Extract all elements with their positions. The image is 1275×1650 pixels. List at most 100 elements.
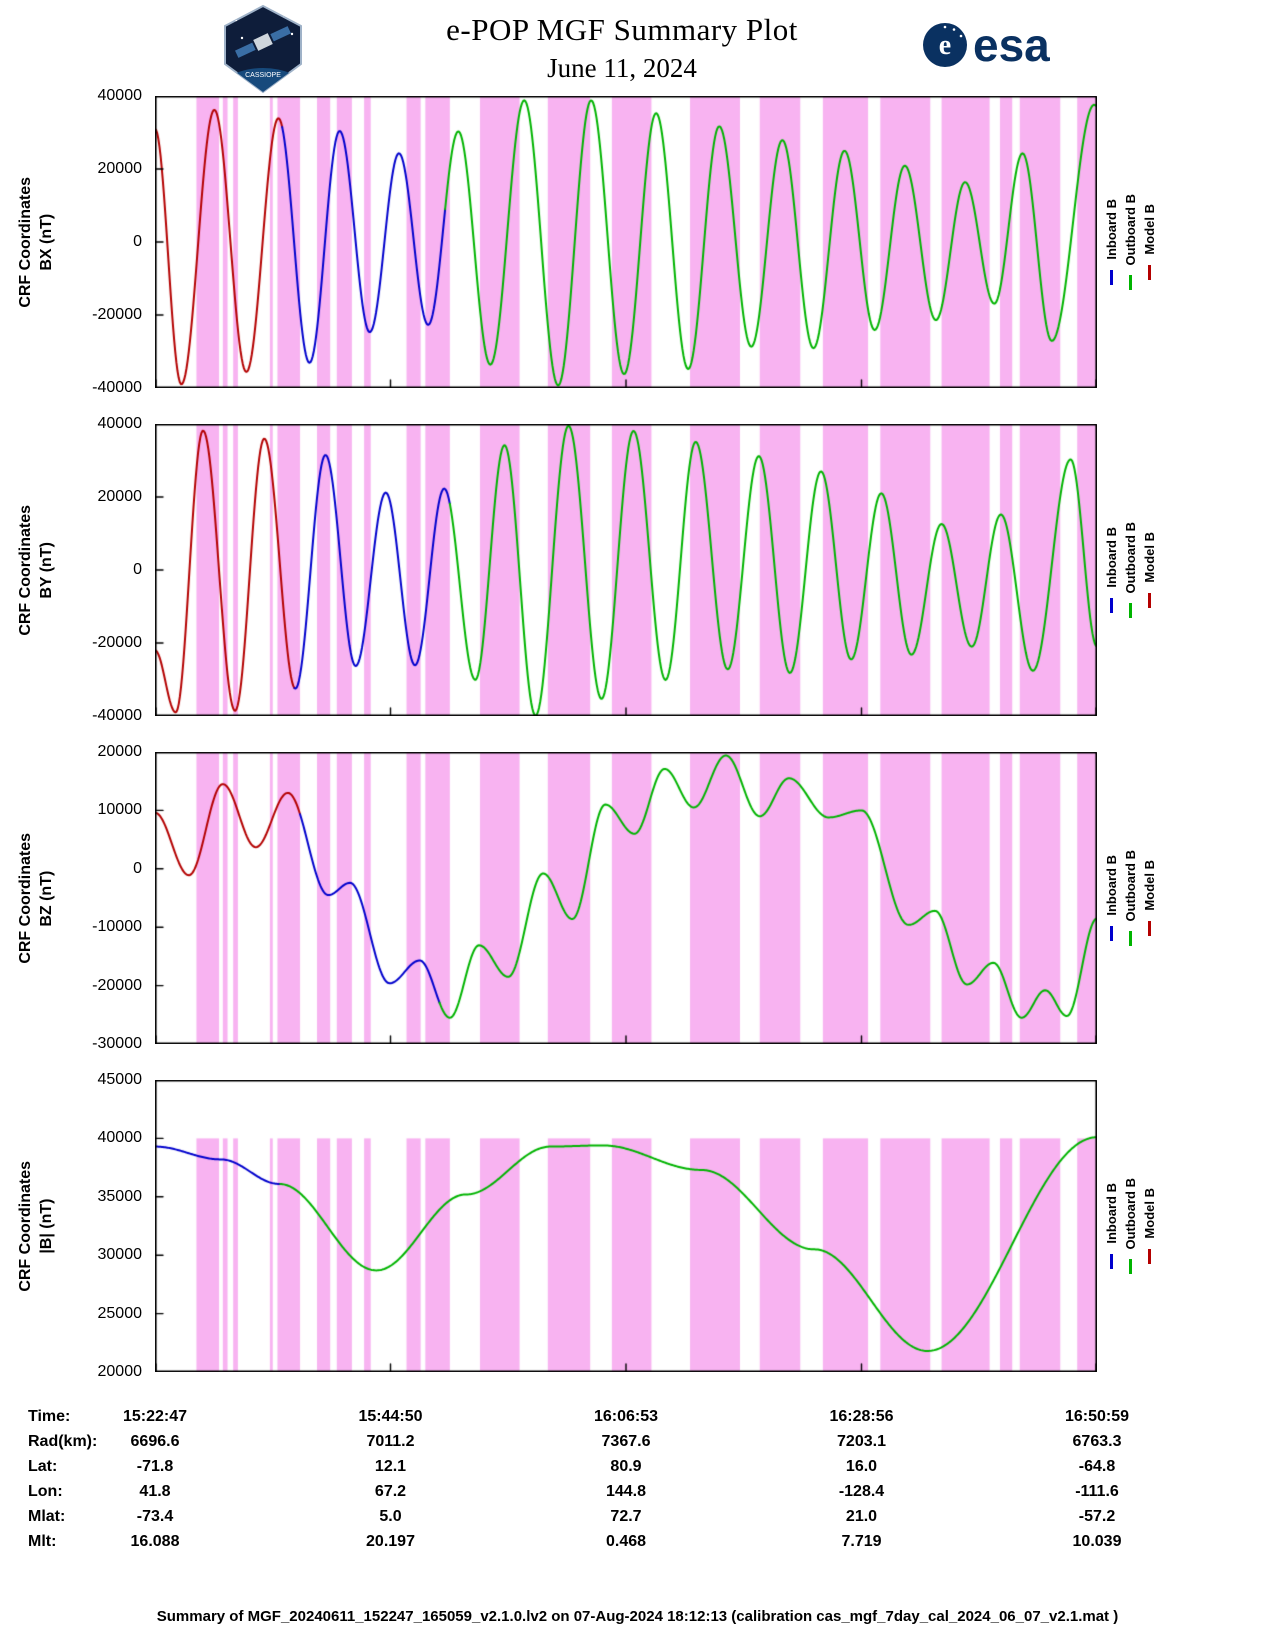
legend-label-model: Model B [1142, 204, 1157, 255]
axis-value: 6763.3 [1072, 1433, 1122, 1450]
panel-bmag: CRF Coordinates |B| (nT) 45000 40000 35000 30… [0, 1071, 1275, 1380]
axis-value: -128.4 [838, 1483, 885, 1500]
legend-label-outboard: Outboard B [1123, 521, 1138, 594]
legend-swatch-model [1148, 1248, 1151, 1264]
axis-value: 41.8 [139, 1483, 171, 1500]
axis-value: -71.8 [136, 1458, 174, 1475]
y-tick-label: -30000 [92, 1035, 142, 1052]
y-tick-label: 25000 [97, 1304, 143, 1322]
legend-label-outboard: Outboard B [1123, 1177, 1138, 1250]
title-block: e-POP MGF Summary Plot June 11, 2024 [446, 12, 798, 84]
x-axis-table: Time: 15:22:47 15:44:50 16:06:53 16:28:56 16:… [0, 1408, 1275, 1558]
y-ticks-bz: 20000 10000 0 -10000 -20000 -30000 [56, 743, 148, 1052]
axis-value: 0.468 [605, 1533, 647, 1550]
plot-area-bz [155, 752, 1097, 1044]
y-tick-label: 40000 [97, 87, 143, 104]
axis-value: 16:50:59 [1064, 1408, 1130, 1425]
axis-value: 7367.6 [601, 1433, 651, 1450]
plot-area-by [155, 424, 1097, 716]
page-title: e-POP MGF Summary Plot [446, 12, 798, 47]
legend-swatch-inboard [1110, 269, 1113, 285]
legend-label-outboard: Outboard B [1123, 193, 1138, 266]
axis-value: 67.2 [374, 1483, 407, 1500]
svg-text:e: e [939, 30, 951, 61]
axis-value: 12.1 [374, 1458, 407, 1475]
y-tick-label: 0 [133, 859, 142, 877]
legend-label-inboard: Inboard B [1104, 855, 1119, 916]
axis-row-label: Mlat: [28, 1508, 66, 1525]
y-tick-label: 35000 [97, 1187, 143, 1205]
panel-bx: CRF Coordinates BX (nT) 40000 20000 0 -20000 -… [0, 87, 1275, 396]
esa-emblem-icon: e [923, 23, 967, 67]
legend-label-model: Model B [1142, 532, 1157, 583]
y-axis-label-text: CRF Coordinates BX (nT) [17, 176, 55, 308]
y-ticks-bmag: 45000 40000 35000 30000 25000 20000 [56, 1071, 148, 1380]
axis-value: 7.719 [841, 1533, 882, 1550]
y-tick-label: -40000 [92, 707, 142, 724]
legend-entry-outboard: Outboard B [1121, 850, 1140, 947]
legend-entry-outboard: Outboard B [1121, 1178, 1140, 1275]
panel-by: CRF Coordinates BY (nT) 40000 20000 0 -20000 -… [0, 415, 1275, 724]
axis-value: 20.197 [366, 1533, 415, 1550]
y-tick-label: 0 [133, 561, 142, 578]
footer-note: Summary of MGF_20240611_152247_165059_v2… [156, 1608, 1119, 1625]
legend-entry-model: Model B [1140, 1188, 1159, 1264]
axis-value: 16.0 [845, 1458, 878, 1475]
axis-value: -111.6 [1075, 1483, 1119, 1500]
page-date: June 11, 2024 [547, 53, 697, 83]
axis-row-mlt: Mlt: 16.088 20.197 0.468 7.719 10.039 [0, 1533, 1275, 1558]
axis-value: -57.2 [1078, 1508, 1116, 1525]
y-tick-label: -20000 [92, 976, 142, 994]
axis-value: -73.4 [136, 1508, 174, 1525]
legend-swatch-model [1148, 264, 1151, 280]
legend-by: Inboard B Outboard B Model B [1102, 424, 1159, 716]
legend-entry-model: Model B [1140, 204, 1159, 280]
legend-swatch-inboard [1110, 597, 1113, 613]
axis-value: 15:22:47 [122, 1408, 188, 1425]
y-tick-label: 20000 [97, 488, 143, 505]
satellite-icon [235, 26, 291, 58]
axis-value: 144.8 [605, 1483, 647, 1500]
legend-bz: Inboard B Outboard B Model B [1102, 752, 1159, 1044]
axis-row-lat: Lat: -71.8 12.1 80.9 16.0 -64.8 [0, 1458, 1275, 1483]
axis-row-label: Lat: [28, 1458, 58, 1475]
axis-value: 21.0 [845, 1508, 878, 1525]
axis-row-label: Lon: [28, 1483, 63, 1500]
axis-row-label: Rad(km): [28, 1433, 98, 1450]
legend-entry-outboard: Outboard B [1121, 194, 1140, 291]
y-axis-label-text: CRF Coordinates |B| (nT) [17, 1160, 55, 1292]
legend-entry-inboard: Inboard B [1102, 855, 1121, 941]
y-axis-label-bx: CRF Coordinates BX (nT) [16, 96, 58, 388]
legend-swatch-model [1148, 592, 1151, 608]
y-tick-label: 0 [133, 233, 142, 250]
panel-bz: CRF Coordinates BZ (nT) 20000 10000 0 -10000 -… [0, 743, 1275, 1052]
y-tick-label: 30000 [97, 1246, 143, 1264]
y-axis-label-by: CRF Coordinates BY (nT) [16, 424, 58, 716]
y-axis-label-bz: CRF Coordinates BZ (nT) [16, 752, 58, 1044]
axis-value: 16:06:53 [593, 1408, 659, 1425]
legend-entry-model: Model B [1140, 532, 1159, 608]
y-tick-label: 10000 [97, 801, 143, 819]
cassiope-logo: CASSIOPE [222, 4, 304, 99]
plot-area-bx [155, 96, 1097, 388]
axis-value: 10.039 [1072, 1533, 1122, 1550]
legend-swatch-inboard [1110, 925, 1113, 941]
y-tick-label: 20000 [97, 1363, 143, 1380]
axis-value: -64.8 [1078, 1458, 1116, 1475]
axis-row-radkm: Rad(km): 6696.6 7011.2 7367.6 7203.1 6763.3 [0, 1433, 1275, 1458]
y-tick-label: -20000 [92, 634, 142, 651]
legend-bx: Inboard B Outboard B Model B [1102, 96, 1159, 388]
legend-entry-inboard: Inboard B [1102, 1183, 1121, 1269]
y-axis-label-text: CRF Coordinates BZ (nT) [17, 832, 55, 964]
legend-entry-model: Model B [1140, 860, 1159, 936]
legend-swatch-outboard [1129, 603, 1132, 619]
axis-value: 80.9 [610, 1458, 642, 1475]
axis-value: 15:44:50 [358, 1408, 423, 1425]
legend-entry-outboard: Outboard B [1121, 522, 1140, 619]
legend-label-inboard: Inboard B [1104, 1183, 1119, 1244]
header: CASSIOPE e-POP MGF Summary Plot June 11,… [0, 0, 1275, 96]
plot-area-bmag [155, 1080, 1097, 1372]
y-tick-label: 40000 [97, 415, 143, 432]
y-ticks-bx: 40000 20000 0 -20000 -40000 [56, 87, 148, 396]
y-tick-label: -40000 [92, 379, 142, 396]
